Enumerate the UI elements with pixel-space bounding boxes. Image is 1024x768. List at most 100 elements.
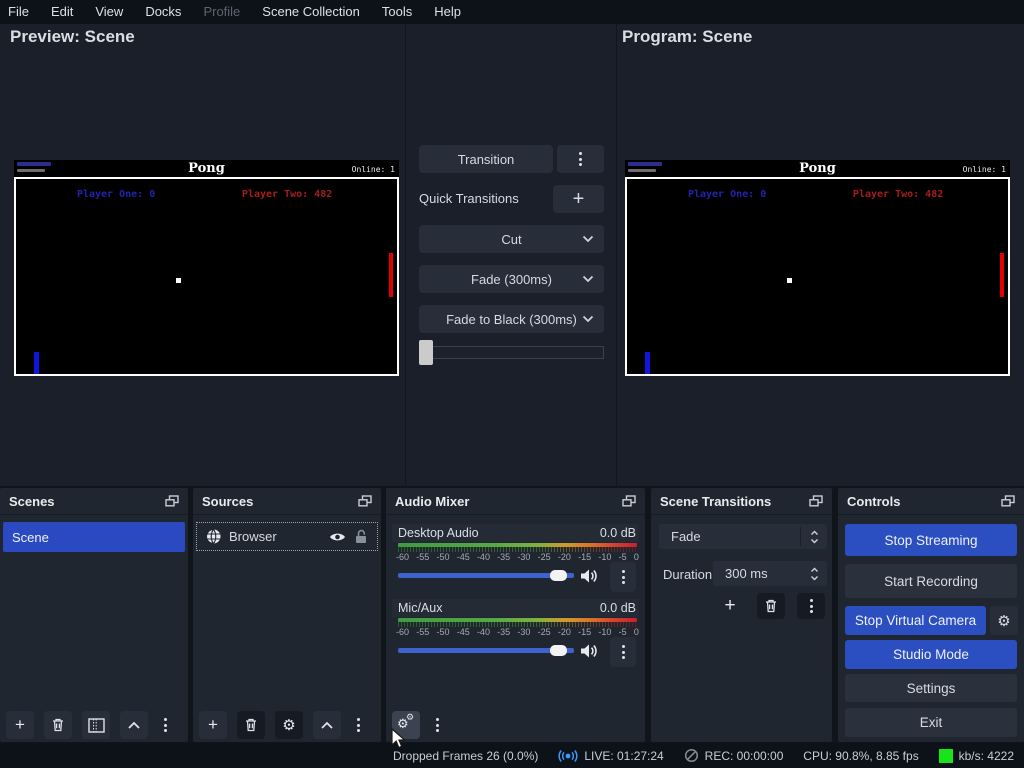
volume-slider-handle[interactable] — [550, 645, 567, 656]
scene-list-item[interactable]: Scene — [3, 522, 185, 552]
transition-select[interactable]: Fade — [659, 524, 827, 549]
scene-transitions-dock: Scene Transitions Fade Duration 300 ms + — [651, 488, 832, 742]
menu-tools[interactable]: Tools — [381, 4, 413, 19]
trash-icon — [50, 717, 66, 733]
quick-transition-cut[interactable]: Cut — [419, 225, 604, 253]
scenes-more-button[interactable] — [158, 711, 172, 739]
menu-help[interactable]: Help — [434, 4, 461, 19]
preview-label: Preview: Scene — [10, 27, 135, 46]
popout-icon[interactable] — [1001, 495, 1015, 507]
add-transition-button[interactable]: + — [724, 595, 736, 616]
source-name: Browser — [229, 529, 277, 544]
move-scene-up-button[interactable] — [120, 711, 148, 739]
scene-filters-button[interactable] — [82, 711, 110, 739]
menu-docks[interactable]: Docks — [145, 4, 182, 19]
settings-button[interactable]: Settings — [845, 674, 1017, 702]
pong-blue-paddle — [34, 352, 39, 374]
transition-bar-handle[interactable] — [419, 340, 433, 365]
chevron-up-icon — [127, 721, 141, 730]
menu-scene-collection[interactable]: Scene Collection — [262, 4, 360, 19]
add-scene-button[interactable]: + — [6, 711, 34, 739]
transition-bar-track[interactable] — [419, 346, 604, 359]
cpu-status: CPU: 90.8%, 8.85 fps — [803, 748, 919, 763]
menu-view[interactable]: View — [95, 4, 124, 19]
studio-mode-button[interactable]: Studio Mode — [845, 640, 1017, 669]
chevron-down-icon — [582, 275, 594, 283]
popout-icon[interactable] — [165, 495, 179, 507]
pong-header-left-text — [17, 162, 51, 172]
workspace-divider-left — [405, 24, 406, 486]
duration-spinner[interactable]: 300 ms — [713, 561, 827, 586]
remove-transition-button[interactable] — [757, 593, 785, 619]
channel-name: Mic/Aux — [398, 601, 443, 615]
popout-icon[interactable] — [809, 495, 823, 507]
channel-more-button[interactable] — [610, 637, 636, 667]
live-broadcast-icon — [558, 749, 578, 763]
pong-red-paddle — [389, 253, 393, 298]
combo-divider — [800, 527, 801, 546]
channel-more-button[interactable] — [610, 562, 636, 592]
virtual-camera-config-button[interactable]: ⚙ — [990, 606, 1018, 635]
stop-virtual-camera-button[interactable]: Stop Virtual Camera — [845, 606, 986, 635]
double-gear-icon: ⚙ ⚙ — [397, 713, 415, 732]
pong-ball — [787, 278, 793, 284]
remove-source-button[interactable] — [237, 711, 265, 739]
move-source-up-button[interactable] — [313, 711, 341, 739]
player-two-score: Player Two: 482 — [852, 189, 944, 200]
chevron-down-icon — [582, 235, 594, 243]
exit-button[interactable]: Exit — [845, 708, 1017, 737]
source-list-item[interactable]: Browser — [196, 522, 378, 551]
lock-icon[interactable] — [354, 529, 368, 544]
program-label: Program: Scene — [622, 27, 753, 46]
speaker-icon[interactable] — [580, 643, 599, 659]
volume-meter — [398, 618, 637, 622]
stop-streaming-button[interactable]: Stop Streaming — [845, 524, 1017, 556]
add-source-button[interactable]: + — [199, 711, 227, 739]
browser-source-icon — [206, 529, 221, 544]
bitrate-status: kb/s: 4222 — [958, 748, 1014, 763]
volume-slider[interactable] — [398, 573, 574, 578]
preview-video[interactable]: Pong Online: 1 Player One: 0 Player Two:… — [14, 160, 399, 376]
menu-profile[interactable]: Profile — [203, 4, 241, 19]
visibility-eye-icon[interactable] — [329, 531, 346, 543]
volume-meter — [398, 543, 637, 547]
popout-icon[interactable] — [622, 495, 636, 507]
add-quick-transition-button[interactable]: + — [553, 185, 604, 213]
player-two-score: Player Two: 482 — [241, 189, 333, 200]
kebab-menu-icon — [579, 152, 582, 166]
start-recording-button[interactable]: Start Recording — [845, 564, 1017, 598]
chevron-down-icon — [582, 315, 594, 323]
menu-edit[interactable]: Edit — [50, 4, 74, 19]
speaker-icon[interactable] — [580, 568, 599, 584]
menu-file[interactable]: File — [8, 4, 29, 19]
scene-transitions-title: Scene Transitions — [660, 493, 772, 509]
pong-header: Pong Online: 1 — [14, 160, 399, 177]
kebab-menu-icon — [621, 570, 625, 584]
mixer-more-button[interactable] — [430, 711, 444, 739]
volume-slider-handle[interactable] — [550, 570, 567, 581]
advanced-audio-button[interactable]: ⚙ ⚙ — [392, 711, 420, 739]
pong-red-paddle — [1000, 253, 1004, 298]
player-one-score: Player One: 0 — [687, 189, 767, 200]
scenes-dock: Scenes Scene + — [0, 488, 188, 742]
kebab-menu-icon — [809, 599, 813, 613]
pong-title: Pong — [799, 161, 836, 176]
status-bar: Dropped Frames 26 (0.0%) LIVE: 01:27:24 … — [0, 743, 1024, 768]
sources-more-button[interactable] — [351, 711, 365, 739]
controls-dock: Controls Stop Streaming Start Recording … — [838, 488, 1024, 742]
pong-online-count: Online: 1 — [962, 165, 1006, 174]
quick-transition-fade-to-black[interactable]: Fade to Black (300ms) — [419, 305, 604, 333]
player-one-score: Player One: 0 — [76, 189, 156, 200]
quick-transition-fade[interactable]: Fade (300ms) — [419, 265, 604, 293]
transition-props-button[interactable] — [797, 593, 825, 619]
updown-arrows-icon — [810, 567, 819, 581]
remove-scene-button[interactable] — [44, 711, 72, 739]
popout-icon[interactable] — [358, 495, 372, 507]
dropped-frames-status: Dropped Frames 26 (0.0%) — [393, 748, 539, 763]
volume-slider[interactable] — [398, 648, 574, 653]
source-properties-button[interactable]: ⚙ — [275, 711, 303, 739]
kebab-menu-icon — [621, 645, 625, 659]
program-video[interactable]: Pong Online: 1 Player One: 0 Player Two:… — [625, 160, 1010, 376]
transition-button[interactable]: Transition — [419, 145, 553, 173]
transition-more-button[interactable] — [557, 145, 604, 173]
